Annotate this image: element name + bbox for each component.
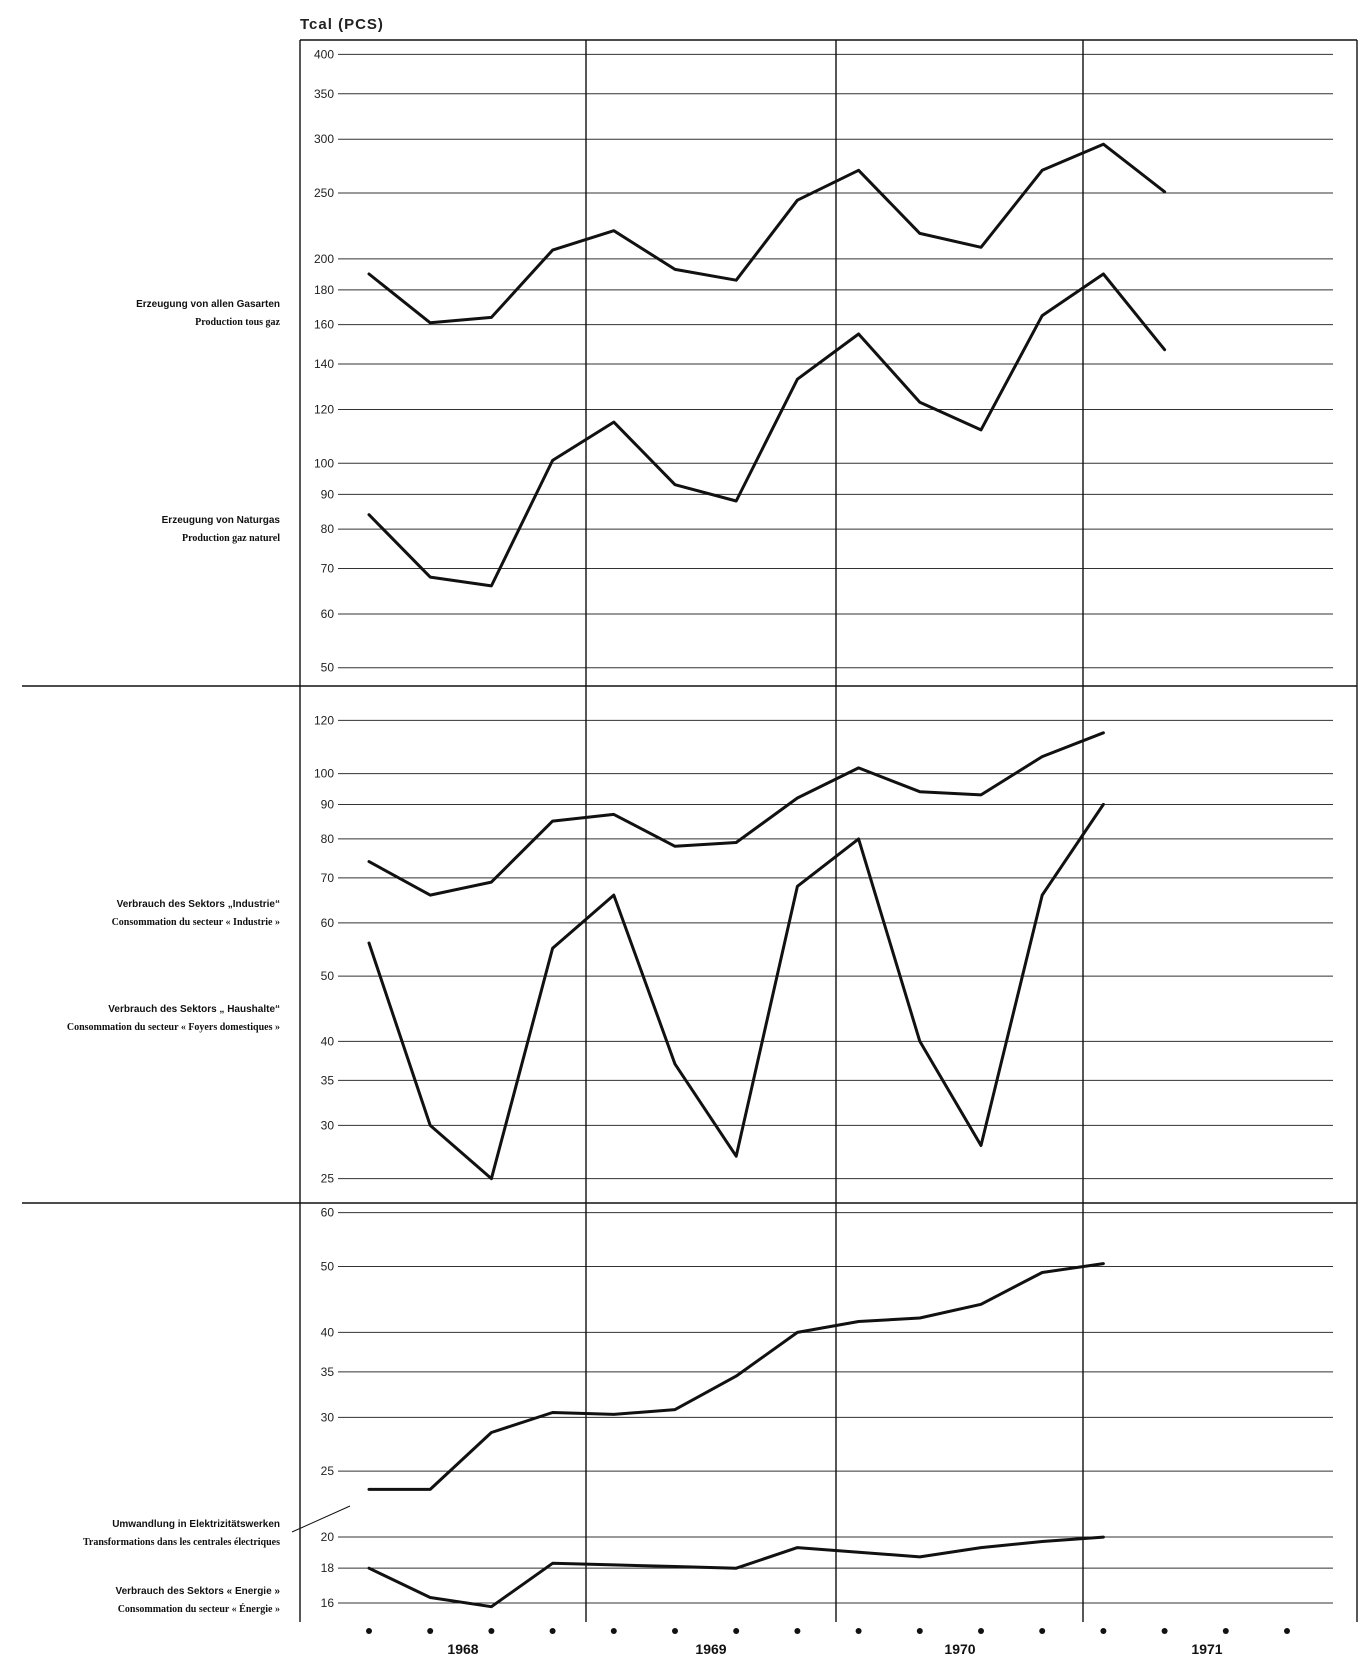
y-tick-label: 50 <box>321 1260 335 1274</box>
series-label-fr: Consommation du secteur « Industrie » <box>112 917 280 928</box>
series-label-fr: Production gaz naturel <box>182 533 280 544</box>
y-tick-label: 250 <box>314 186 334 200</box>
y-tick-label: 60 <box>321 1206 335 1220</box>
series-line <box>367 1262 1105 1491</box>
y-tick-label: 18 <box>321 1561 335 1575</box>
series-label-de: Verbrauch des Sektors « Energie » <box>115 1586 280 1597</box>
y-tick-label: 70 <box>321 871 335 885</box>
y-tick-label: 90 <box>321 797 335 811</box>
y-tick-label: 35 <box>321 1073 335 1087</box>
y-tick-label: 40 <box>321 1034 335 1048</box>
tick-label-layer: 400 350 300 250 200 180 160 140 120 100 90 80 70 60 50… <box>314 47 334 1610</box>
frame-layer <box>22 39 1358 1622</box>
quarter-marker <box>366 1628 372 1634</box>
quarter-marker <box>1222 1628 1229 1634</box>
year-label: 1968 <box>447 1641 478 1657</box>
quarter-marker <box>794 1628 801 1634</box>
quarter-marker <box>488 1628 495 1634</box>
x-axis-layer: 1968 1969 1970 1971 <box>366 1628 1290 1657</box>
year-label: 1971 <box>1191 1641 1222 1657</box>
y-tick-label: 100 <box>314 456 334 470</box>
series-label-fr: Consommation du secteur « Foyers domesti… <box>67 1022 280 1033</box>
series-line <box>367 1535 1105 1609</box>
series-label-de: Verbrauch des Sektors „ Haushalte“ <box>108 1004 280 1015</box>
quarter-marker <box>916 1628 923 1634</box>
y-tick-label: 350 <box>314 87 334 101</box>
y-tick-label: 40 <box>321 1325 335 1339</box>
y-tick-label: 30 <box>321 1118 335 1132</box>
y-tick-label: 50 <box>321 661 335 675</box>
series-line <box>367 272 1167 588</box>
series-label-fr: Transformations dans les centrales élect… <box>83 1537 280 1548</box>
y-tick-label: 180 <box>314 283 334 297</box>
series-line <box>367 802 1105 1181</box>
quarter-marker <box>1161 1628 1168 1634</box>
unit-label: Tcal (PCS) <box>300 16 384 33</box>
quarter-marker <box>978 1628 984 1634</box>
quarter-marker <box>427 1628 434 1634</box>
series-label-de: Erzeugung von Naturgas <box>162 515 281 526</box>
y-tick-label: 200 <box>314 252 334 266</box>
y-tick-label: 90 <box>321 487 335 501</box>
y-tick-label: 60 <box>321 916 335 930</box>
y-tick-label: 120 <box>314 403 334 417</box>
series-label-fr: Production tous gaz <box>195 317 280 328</box>
y-tick-label: 100 <box>314 767 334 781</box>
y-tick-label: 80 <box>321 522 335 536</box>
quarter-marker <box>1039 1628 1046 1634</box>
y-tick-label: 400 <box>314 47 334 61</box>
quarter-marker <box>672 1628 678 1634</box>
quarter-marker <box>855 1628 862 1634</box>
y-tick-label: 120 <box>314 713 334 727</box>
y-tick-label: 140 <box>314 357 334 371</box>
quarter-marker <box>733 1628 740 1634</box>
year-label: 1969 <box>695 1641 726 1657</box>
year-label: 1970 <box>944 1641 975 1657</box>
series-label-de: Verbrauch des Sektors „Industrie“ <box>117 899 280 910</box>
y-tick-label: 20 <box>321 1530 335 1544</box>
y-tick-label: 25 <box>321 1464 335 1478</box>
series-label-fr: Consommation du secteur « Énergie » <box>118 1603 280 1615</box>
quarter-marker <box>1284 1628 1290 1634</box>
y-tick-label: 70 <box>321 562 335 576</box>
y-tick-label: 35 <box>321 1365 335 1379</box>
y-tick-label: 25 <box>321 1172 335 1186</box>
label-leader-line <box>291 1505 351 1533</box>
series-label-layer: Erzeugung von allen Gasarten Production t… <box>67 299 351 1615</box>
quarter-marker <box>549 1628 556 1634</box>
series-label-de: Umwandlung in Elektrizitätswerken <box>112 1519 280 1530</box>
y-tick-label: 80 <box>321 832 335 846</box>
series-label-de: Erzeugung von allen Gasarten <box>136 299 280 310</box>
quarter-marker <box>1100 1628 1107 1634</box>
y-tick-label: 300 <box>314 132 334 146</box>
y-tick-label: 30 <box>321 1410 335 1424</box>
series-line <box>367 731 1105 897</box>
y-tick-label: 60 <box>321 607 335 621</box>
y-tick-label: 50 <box>321 969 335 983</box>
quarter-marker <box>610 1628 617 1634</box>
series-line <box>367 142 1167 325</box>
y-tick-label: 16 <box>321 1596 335 1610</box>
y-tick-label: 160 <box>314 318 334 332</box>
series-layer <box>367 142 1167 1609</box>
